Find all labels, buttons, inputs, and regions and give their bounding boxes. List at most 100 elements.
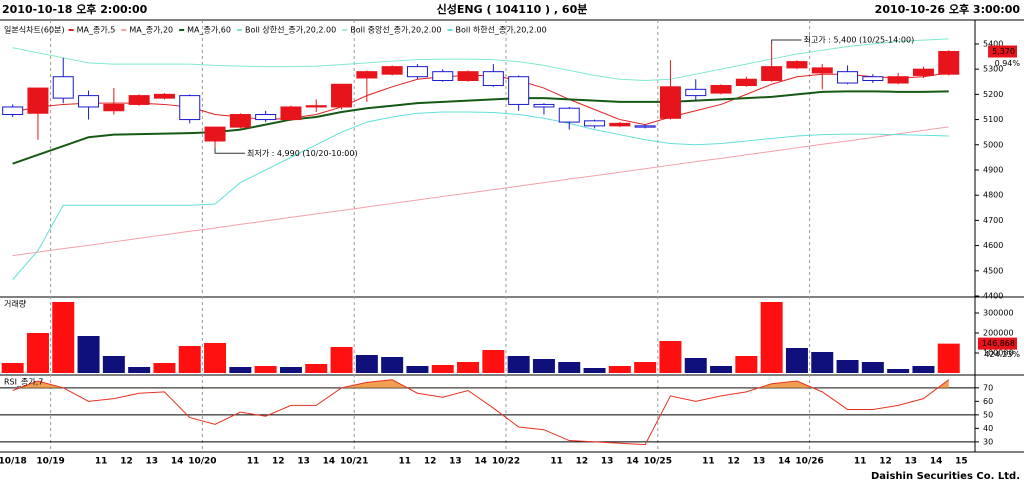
x-tick-label: 12 xyxy=(272,457,285,467)
volume-bar xyxy=(204,343,227,373)
x-tick-label: 13 xyxy=(601,457,614,467)
legend-label: Boll 하한선_종가,20,2.00 xyxy=(455,25,546,35)
candle-body xyxy=(179,95,201,121)
x-tick-label: 13 xyxy=(297,457,310,467)
last-value-box xyxy=(988,45,1017,58)
candle-body xyxy=(255,114,277,121)
volume-bar xyxy=(861,362,884,373)
volume-bar xyxy=(52,302,75,373)
x-tick-label: 14 xyxy=(323,457,336,467)
volume-bar xyxy=(128,367,151,373)
x-tick-label: 10/18 xyxy=(0,457,27,467)
candle-body xyxy=(406,66,428,78)
candle-body xyxy=(52,76,74,99)
x-tick-label: 14 xyxy=(474,457,487,467)
candle-body xyxy=(229,114,251,128)
volume-bar xyxy=(1,363,24,373)
x-tick-label: 12 xyxy=(879,457,892,467)
candle-body xyxy=(786,61,808,69)
last-value-box xyxy=(977,337,1017,350)
x-tick-label: 14 xyxy=(778,457,791,467)
volume-bar xyxy=(381,357,404,373)
y-tick-label: 40 xyxy=(983,424,993,433)
y-tick-label: 5200 xyxy=(983,90,1003,99)
y-tick-label: 5100 xyxy=(983,115,1003,124)
volume-bar xyxy=(735,356,758,373)
volume-bar xyxy=(507,356,530,373)
volume-bar xyxy=(583,368,606,373)
x-tick-label: 12 xyxy=(576,457,589,467)
annotation: 최저가 : 4,990 (10/20-10:00) xyxy=(247,148,358,158)
y-tick-label: 60 xyxy=(983,397,993,406)
volume-bar xyxy=(836,360,859,373)
x-tick-label: 13 xyxy=(449,457,462,467)
x-tick-label: 12 xyxy=(424,457,437,467)
panel-title: RSI_종가,7 xyxy=(4,378,43,387)
x-tick-label: 12 xyxy=(120,457,133,467)
x-tick-label: 12 xyxy=(727,457,740,467)
candle-body xyxy=(381,66,403,75)
x-tick-label: 10/20 xyxy=(188,457,216,467)
y-tick-label: 4800 xyxy=(983,191,1003,200)
indicator-line xyxy=(12,90,949,165)
x-tick-label: 10/25 xyxy=(644,457,672,467)
candle-body xyxy=(609,122,631,127)
volume-bar xyxy=(178,346,201,373)
candle-body xyxy=(27,87,49,114)
volume-bar xyxy=(887,369,910,373)
end-time: 2010-10-26 오후 3:00:00 xyxy=(875,2,1021,16)
volume-bar xyxy=(558,362,581,373)
volume-bar xyxy=(457,362,480,373)
volume-bar xyxy=(710,366,733,373)
x-tick-label: 11 xyxy=(95,457,108,467)
volume-bar xyxy=(77,336,100,373)
x-tick-label: 10/21 xyxy=(340,457,368,467)
volume-bar xyxy=(608,366,631,373)
y-tick-label: 4400 xyxy=(983,292,1003,301)
x-tick-label: 10/26 xyxy=(795,457,823,467)
x-tick-label: 11 xyxy=(550,457,563,467)
candle-body xyxy=(128,95,150,105)
candle-body xyxy=(710,85,732,94)
volume-bar xyxy=(153,363,176,373)
candle-body xyxy=(558,107,580,123)
candle-body xyxy=(204,126,226,142)
footer: Daishin Securities Co. Ltd. xyxy=(871,471,1020,482)
y-tick-label: 4700 xyxy=(983,216,1003,225)
candle-body xyxy=(685,88,707,97)
legend-label: MA_종가,5 xyxy=(77,26,116,35)
candle-body xyxy=(735,78,757,87)
x-tick-label: 13 xyxy=(753,457,766,467)
volume-bar xyxy=(330,347,353,373)
y-tick-label: 70 xyxy=(983,383,993,392)
x-tick-label: 13 xyxy=(905,457,918,467)
volume-bar xyxy=(912,366,935,373)
y-tick-label: 5400 xyxy=(983,39,1003,48)
x-tick-label: 10/22 xyxy=(492,457,520,467)
annotation-pointer xyxy=(214,147,246,154)
candle-body xyxy=(584,120,606,127)
y-tick-label: 50 xyxy=(983,410,993,419)
candle-body xyxy=(938,51,960,75)
candle-body xyxy=(761,66,783,81)
volume-bar xyxy=(760,302,783,373)
legend-title: 일본식차트(60분) xyxy=(4,26,65,35)
volume-bar xyxy=(102,356,125,373)
x-tick-label: 15 xyxy=(955,457,968,467)
volume-bar xyxy=(229,367,252,373)
candle-body xyxy=(153,93,175,99)
candle-body xyxy=(887,76,909,84)
legend-label: MA_종가,60 xyxy=(187,26,231,35)
volume-bar xyxy=(811,352,834,373)
rsi-line xyxy=(12,379,950,446)
volume-bar xyxy=(305,364,328,373)
candle-body xyxy=(811,67,833,74)
frame xyxy=(0,19,1024,453)
x-tick-label: 11 xyxy=(854,457,867,467)
y-tick-label: 200000 xyxy=(983,329,1014,338)
volume-bar xyxy=(254,366,277,373)
x-tick-label: 14 xyxy=(930,457,943,467)
volume-bar xyxy=(431,365,454,373)
candle-body xyxy=(78,95,100,108)
candle-body xyxy=(356,71,378,79)
